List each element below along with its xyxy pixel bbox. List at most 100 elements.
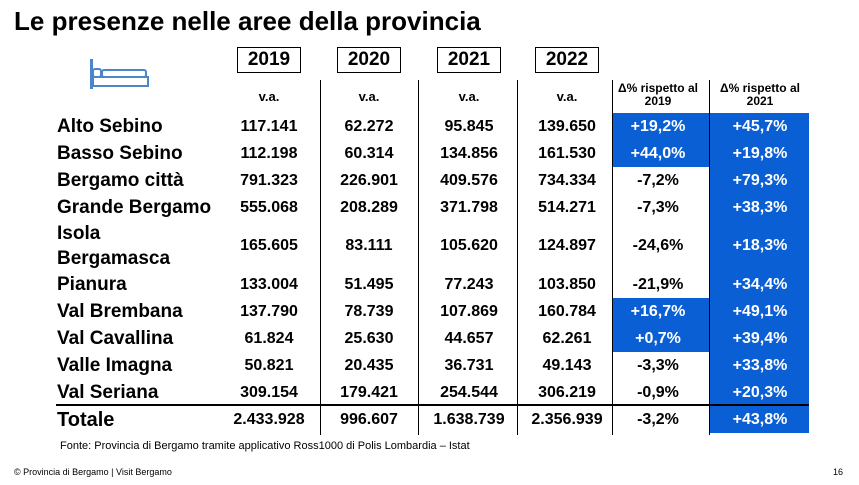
footnote: Fonte: Provincia di Bergamo tramite appl…	[60, 440, 470, 452]
value-label: v.a.	[258, 89, 280, 104]
column-divider	[418, 80, 419, 435]
pct-header: Δ% rispetto al 2021	[720, 81, 800, 108]
value-cell: 78.739	[344, 302, 394, 320]
total-separator	[56, 404, 809, 406]
value-cell: 103.850	[538, 275, 596, 293]
value-cell: 44.657	[444, 329, 494, 347]
highlight-cell	[612, 298, 709, 352]
pct-cell: -7,3%	[637, 198, 679, 216]
value-cell: 165.605	[240, 237, 298, 254]
value-cell: 306.219	[538, 383, 596, 401]
pct-cell: +38,3%	[732, 198, 788, 216]
pct-cell: +20,3%	[732, 383, 788, 401]
value-cell: 83.111	[345, 237, 393, 254]
value-cell: 62.261	[542, 329, 592, 347]
pct-cell: +19,2%	[630, 117, 686, 135]
value-cell: 60.314	[344, 144, 394, 162]
row-label: Isola Bergamasca	[57, 223, 171, 269]
row-label: Basso Sebino	[57, 142, 183, 164]
row-label: Valle Imagna	[57, 354, 173, 376]
value-cell: 179.421	[340, 383, 398, 401]
value-cell: 309.154	[240, 383, 298, 401]
value-cell: 51.495	[344, 275, 394, 293]
pct-cell: +43,8%	[732, 410, 788, 428]
pct-cell: +45,7%	[732, 117, 788, 135]
highlight-cell	[612, 113, 709, 167]
pct-header: Δ% rispetto al 2019	[618, 81, 698, 108]
page-title: Le presenze nelle aree della provincia	[14, 6, 481, 36]
pct-cell: -7,2%	[637, 171, 679, 189]
value-cell: 20.435	[344, 356, 394, 374]
value-cell: 161.530	[538, 144, 596, 162]
value-cell: 996.607	[340, 410, 398, 428]
year-header: 2019	[237, 47, 301, 73]
row-label: Grande Bergamo	[57, 196, 212, 218]
value-label: v.a.	[458, 89, 480, 104]
year-header: 2021	[437, 47, 501, 73]
pct-cell: +39,4%	[732, 329, 788, 347]
value-cell: 734.334	[538, 171, 596, 189]
value-cell: 139.650	[538, 117, 596, 135]
value-label: v.a.	[358, 89, 380, 104]
copyright: © Provincia di Bergamo | Visit Bergamo	[14, 467, 172, 477]
value-cell: 107.869	[440, 302, 498, 320]
column-divider	[517, 80, 518, 435]
value-cell: 226.901	[340, 171, 398, 189]
row-label: Alto Sebino	[57, 115, 163, 137]
value-cell: 555.068	[240, 198, 298, 216]
value-cell: 2.356.939	[531, 410, 603, 428]
value-cell: 105.620	[440, 237, 498, 254]
pct-cell: +19,8%	[732, 144, 788, 162]
value-cell: 95.845	[444, 117, 494, 135]
value-cell: 36.731	[444, 356, 494, 374]
value-cell: 2.433.928	[233, 410, 305, 428]
value-cell: 1.638.739	[433, 410, 505, 428]
row-label: Val Brembana	[57, 300, 183, 322]
value-cell: 49.143	[542, 356, 592, 374]
value-cell: 254.544	[440, 383, 498, 401]
pct-cell: -3,3%	[637, 356, 679, 374]
row-label: Val Cavallina	[57, 327, 174, 349]
value-cell: 50.821	[244, 356, 294, 374]
value-cell: 160.784	[538, 302, 596, 320]
pct-cell: +34,4%	[732, 275, 788, 293]
column-divider	[612, 80, 613, 435]
pct-cell: +33,8%	[732, 356, 788, 374]
pct-cell: +0,7%	[635, 329, 681, 347]
highlight-cell	[709, 406, 809, 433]
value-cell: 791.323	[240, 171, 298, 189]
value-cell: 117.141	[240, 117, 298, 135]
column-divider	[320, 80, 321, 435]
value-cell: 133.004	[240, 275, 298, 293]
row-label: Val Seriana	[57, 381, 159, 403]
pct-cell: -0,9%	[637, 383, 679, 401]
row-label: Bergamo città	[57, 169, 184, 191]
pct-cell: +44,0%	[630, 144, 686, 162]
total-label: Totale	[57, 408, 115, 431]
pct-cell: -3,2%	[637, 410, 679, 428]
pct-cell: -21,9%	[632, 275, 684, 293]
value-cell: 409.576	[440, 171, 498, 189]
year-header: 2020	[337, 47, 401, 73]
value-cell: 371.798	[440, 198, 498, 216]
value-cell: 77.243	[444, 275, 494, 293]
value-cell: 25.630	[344, 329, 394, 347]
pct-cell: +79,3%	[732, 171, 788, 189]
pct-cell: +18,3%	[732, 237, 788, 254]
page-number: 16	[833, 467, 844, 477]
row-label: Pianura	[57, 273, 127, 295]
value-label: v.a.	[556, 89, 578, 104]
value-cell: 112.198	[240, 144, 298, 162]
value-cell: 514.271	[538, 198, 596, 216]
bed-icon	[90, 59, 149, 89]
pct-cell: -24,6%	[632, 237, 684, 254]
highlight-cell	[709, 113, 809, 406]
value-cell: 208.289	[340, 198, 398, 216]
year-header: 2022	[535, 47, 599, 73]
value-cell: 124.897	[538, 237, 596, 254]
column-divider	[709, 80, 710, 435]
value-cell: 134.856	[440, 144, 498, 162]
value-cell: 62.272	[344, 117, 394, 135]
value-cell: 137.790	[240, 302, 298, 320]
value-cell: 61.824	[244, 329, 294, 347]
